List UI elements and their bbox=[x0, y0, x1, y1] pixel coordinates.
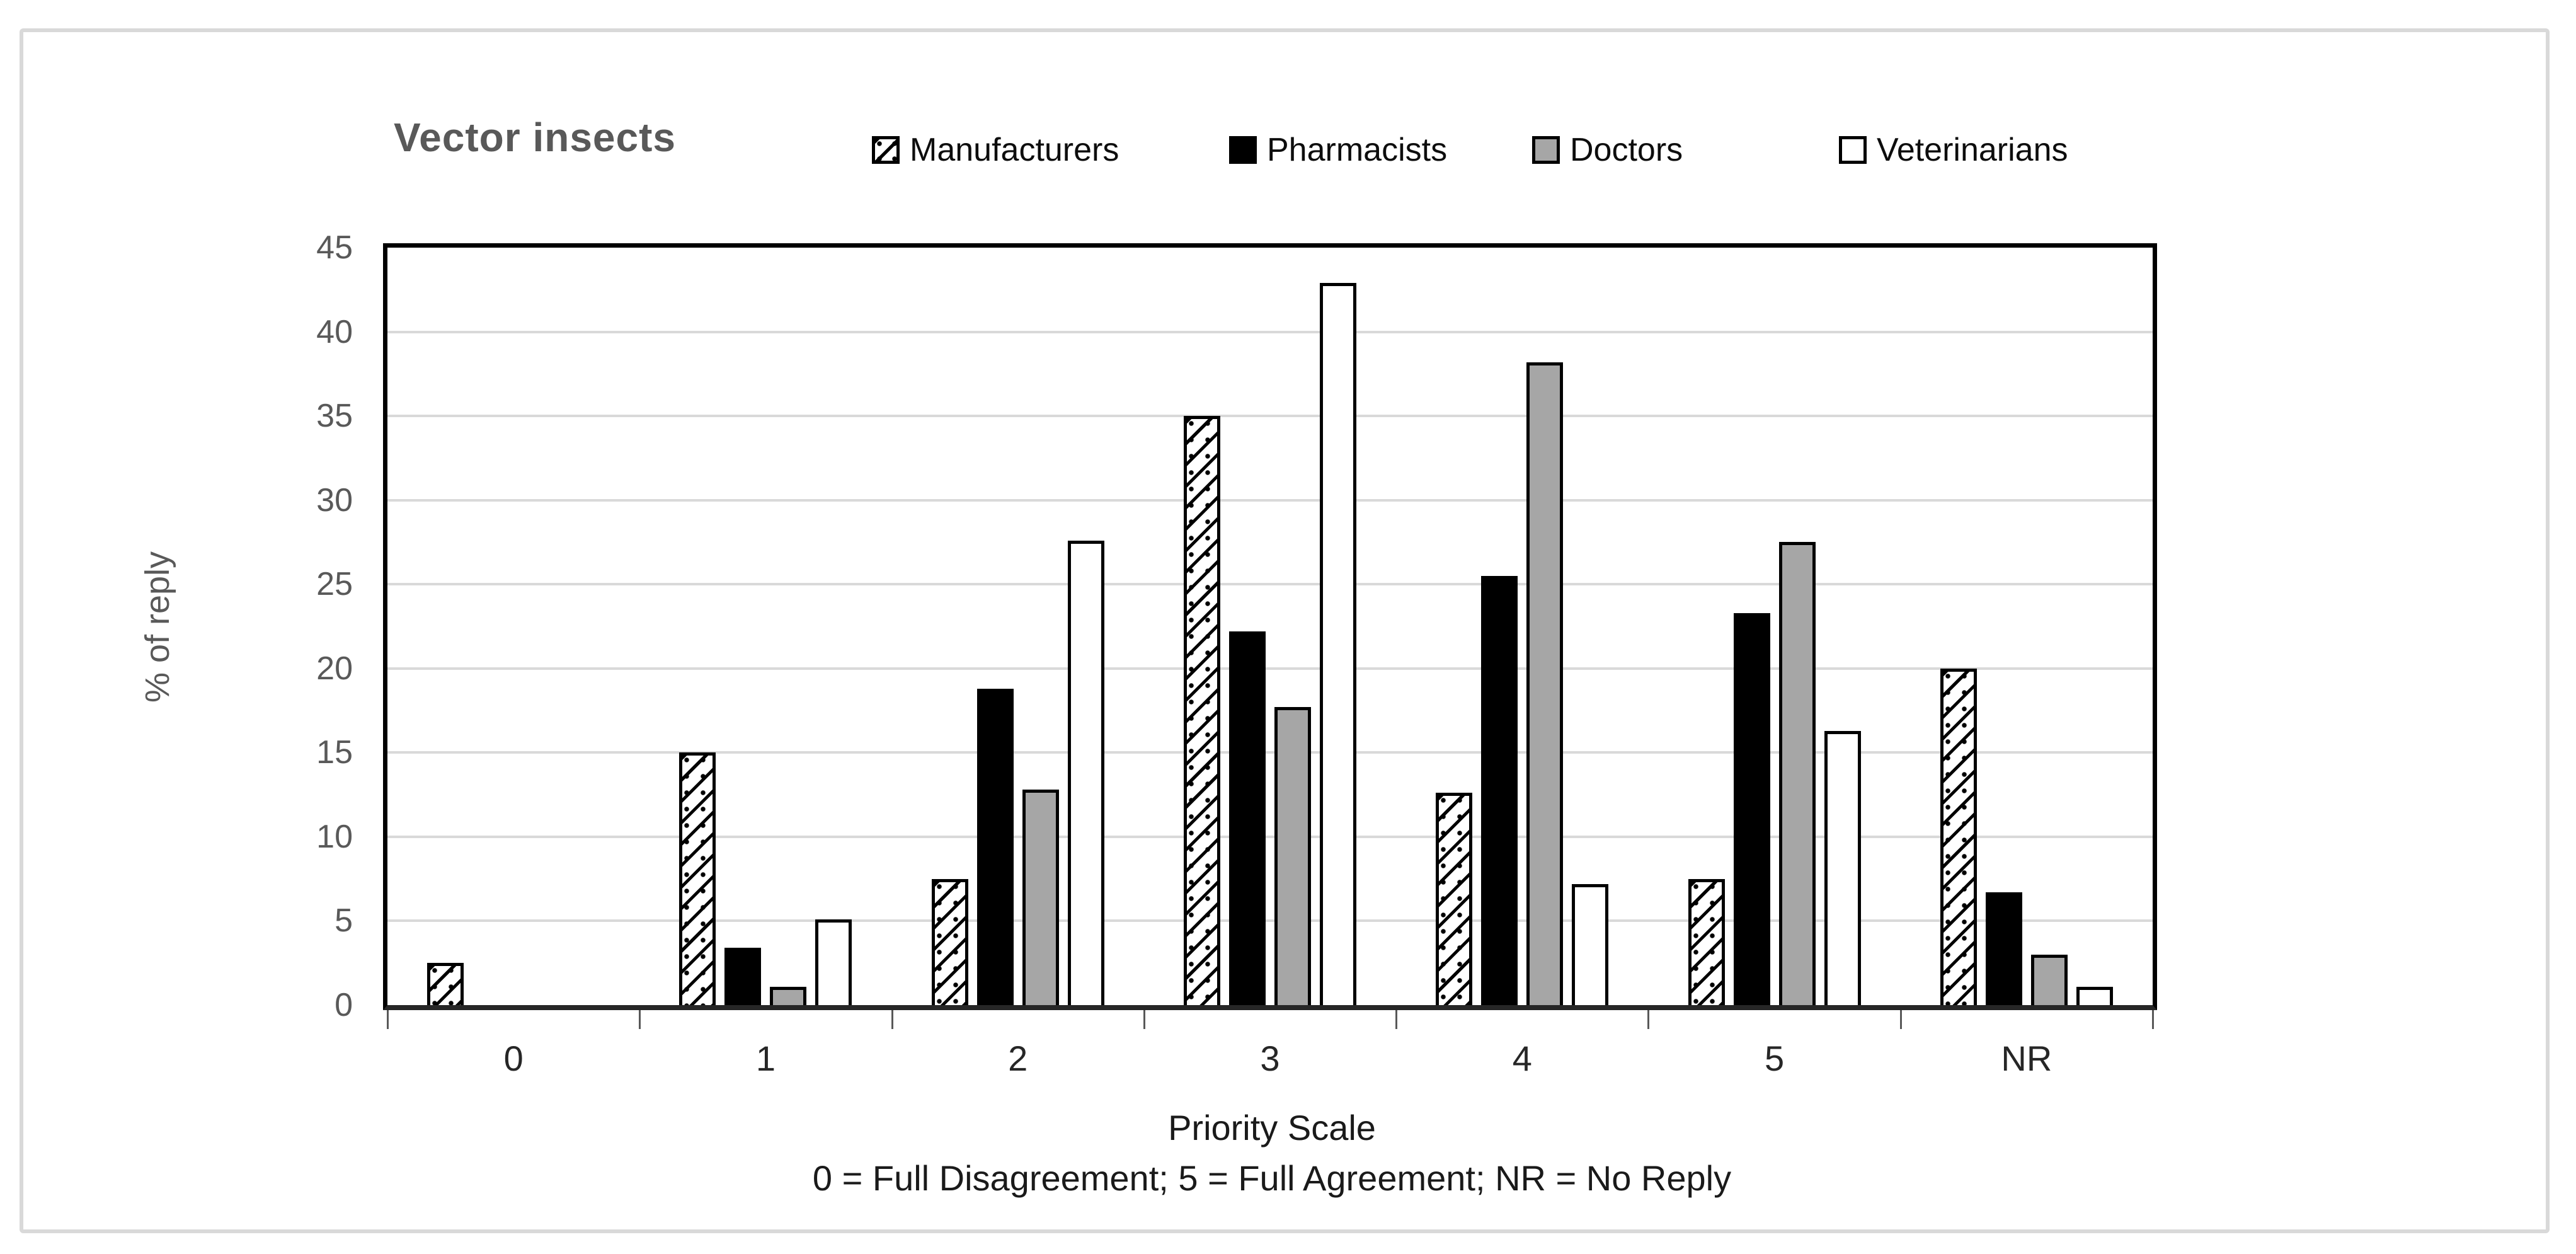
y-tick-label-20: 20 bbox=[316, 650, 353, 687]
plot-area bbox=[383, 243, 2157, 1010]
legend-swatch-veterinarians-white bbox=[1839, 136, 1867, 164]
legend-label-doctors: Doctors bbox=[1570, 132, 1683, 168]
x-axis-boundary-tick-4 bbox=[1395, 1010, 1398, 1029]
x-axis-boundary-tick-3 bbox=[1143, 1010, 1145, 1029]
gridline-y-25 bbox=[387, 583, 2153, 586]
x-axis-boundary-tick-6 bbox=[1899, 1010, 1902, 1029]
bar-manufacturers-cat-5 bbox=[1688, 878, 1725, 1005]
x-axis-footnote: 0 = Full Disagreement; 5 = Full Agreemen… bbox=[812, 1158, 1732, 1198]
legend-swatch-doctors-gray bbox=[1532, 136, 1560, 164]
legend-label-veterinarians: Veterinarians bbox=[1877, 132, 2068, 168]
bar-veterinarians-cat-5 bbox=[1824, 730, 1861, 1005]
legend-item-veterinarians: Veterinarians bbox=[1839, 131, 2068, 169]
bar-veterinarians-cat-2 bbox=[1067, 540, 1104, 1005]
y-tick-label-35: 35 bbox=[316, 398, 353, 435]
bar-manufacturers-cat-3 bbox=[1184, 416, 1220, 1005]
x-tick-label-5: 5 bbox=[1764, 1038, 1785, 1078]
gridline-y-10 bbox=[387, 835, 2153, 838]
x-tick-label-2: 2 bbox=[1008, 1038, 1028, 1078]
gridline-y-40 bbox=[387, 330, 2153, 333]
x-axis-title: Priority Scale bbox=[1168, 1108, 1376, 1148]
y-tick-label-45: 45 bbox=[316, 229, 353, 266]
legend-swatch-pharmacists-black bbox=[1229, 136, 1257, 164]
y-tick-label-5: 5 bbox=[335, 902, 353, 940]
legend-label-manufacturers: Manufacturers bbox=[910, 132, 1119, 168]
bar-pharmacists-cat-1 bbox=[724, 948, 762, 1005]
bar-pharmacists-cat-4 bbox=[1481, 575, 1518, 1005]
bar-pharmacists-cat-5 bbox=[1733, 613, 1770, 1005]
legend-label-pharmacists: Pharmacists bbox=[1267, 132, 1448, 168]
x-tick-label-NR: NR bbox=[2001, 1038, 2052, 1078]
legend-swatch-manufacturers-hatched bbox=[872, 136, 900, 164]
x-axis-boundary-tick-2 bbox=[891, 1010, 893, 1029]
x-axis-boundary-tick-0 bbox=[387, 1010, 389, 1029]
y-tick-label-15: 15 bbox=[316, 734, 353, 771]
x-axis-boundary-tick-1 bbox=[639, 1010, 641, 1029]
y-tick-label-10: 10 bbox=[316, 818, 353, 855]
bar-veterinarians-cat-4 bbox=[1572, 883, 1609, 1005]
bar-doctors-cat-1 bbox=[770, 986, 807, 1005]
bar-doctors-cat-NR bbox=[2030, 954, 2068, 1005]
x-axis-boundary-tick-7 bbox=[2152, 1010, 2154, 1029]
x-tick-label-0: 0 bbox=[503, 1038, 524, 1078]
x-axis-boundary-tick-5 bbox=[1647, 1010, 1650, 1029]
bar-manufacturers-cat-1 bbox=[679, 752, 716, 1005]
bar-doctors-cat-2 bbox=[1022, 790, 1059, 1005]
gridline-y-5 bbox=[387, 919, 2153, 923]
bar-pharmacists-cat-NR bbox=[1985, 892, 2022, 1005]
legend-item-pharmacists: Pharmacists bbox=[1229, 131, 1447, 169]
legend-item-manufacturers: Manufacturers bbox=[872, 131, 1119, 169]
gridline-y-20 bbox=[387, 667, 2153, 670]
bar-manufacturers-cat-2 bbox=[931, 878, 968, 1005]
y-tick-label-0: 0 bbox=[335, 987, 353, 1023]
y-tick-label-25: 25 bbox=[316, 566, 353, 603]
bar-manufacturers-cat-0 bbox=[427, 963, 464, 1005]
bar-pharmacists-cat-2 bbox=[976, 688, 1014, 1005]
bar-veterinarians-cat-NR bbox=[2076, 986, 2113, 1005]
y-axis-title: % of reply bbox=[139, 551, 176, 703]
bar-pharmacists-cat-3 bbox=[1229, 631, 1266, 1005]
bar-veterinarians-cat-1 bbox=[815, 919, 852, 1005]
bar-doctors-cat-3 bbox=[1274, 707, 1311, 1005]
gridline-y-35 bbox=[387, 415, 2153, 418]
gridline-y-15 bbox=[387, 751, 2153, 754]
bar-doctors-cat-5 bbox=[1778, 542, 1816, 1005]
x-tick-label-3: 3 bbox=[1260, 1038, 1280, 1078]
legend-item-doctors: Doctors bbox=[1532, 131, 1683, 169]
chart-title: Vector insects bbox=[394, 115, 676, 160]
x-tick-label-1: 1 bbox=[755, 1038, 776, 1078]
gridline-y-30 bbox=[387, 498, 2153, 502]
y-tick-label-40: 40 bbox=[316, 313, 353, 350]
bar-doctors-cat-4 bbox=[1526, 362, 1564, 1005]
x-tick-label-4: 4 bbox=[1512, 1038, 1532, 1078]
bar-manufacturers-cat-NR bbox=[1940, 668, 1977, 1005]
bar-veterinarians-cat-3 bbox=[1320, 283, 1356, 1005]
y-tick-label-30: 30 bbox=[316, 481, 353, 519]
bar-manufacturers-cat-4 bbox=[1436, 793, 1473, 1005]
